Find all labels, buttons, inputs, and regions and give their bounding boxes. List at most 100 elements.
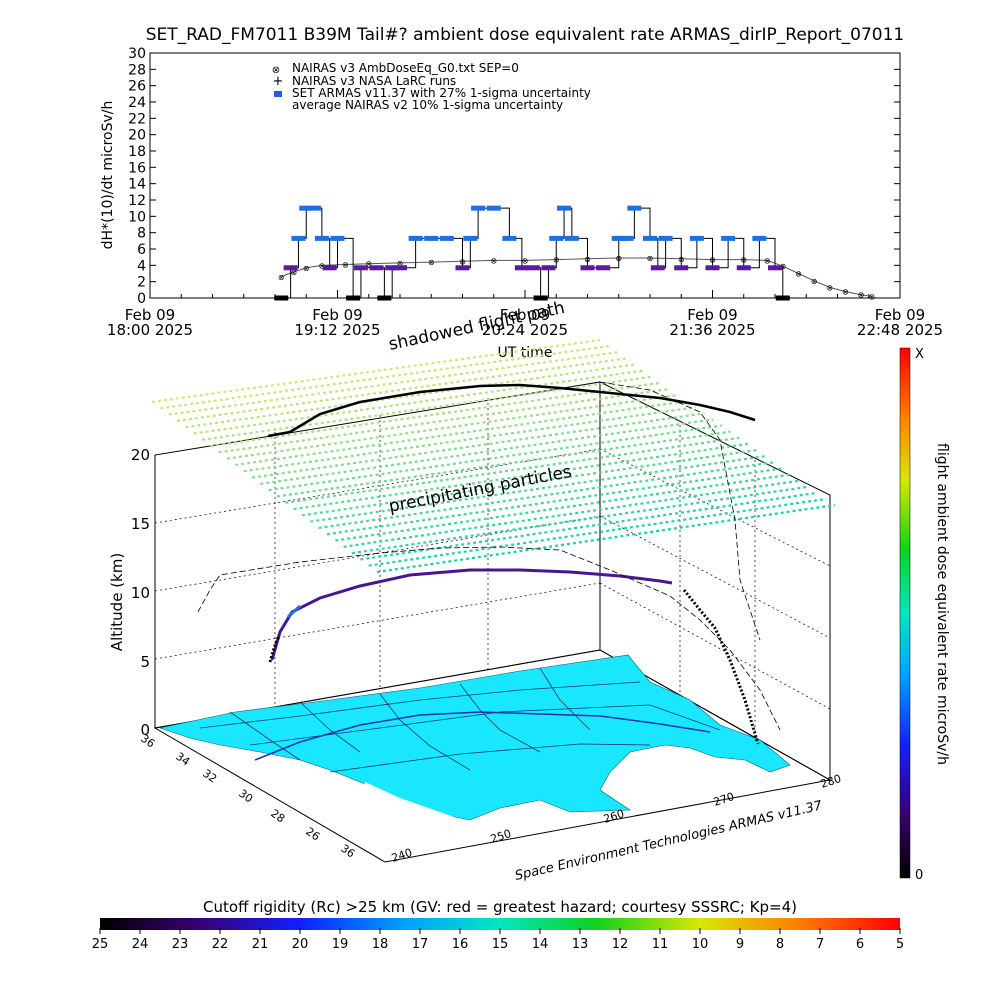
particle-band xyxy=(351,485,810,555)
hcb-tick-label: 10 xyxy=(692,937,709,952)
vertical-colorbar-bottom: 0 xyxy=(915,868,923,883)
armas-point xyxy=(514,265,529,271)
y-tick-label: 8 xyxy=(137,226,146,242)
armas-point xyxy=(541,265,556,271)
nairas-point: ⊗ xyxy=(278,273,285,282)
x-tick-date: Feb 09 xyxy=(500,306,550,324)
x-tick-time: 20:24 2025 xyxy=(482,321,568,339)
particle-band xyxy=(318,461,775,530)
particle-band xyxy=(226,393,679,460)
x-tick-time: 21:36 2025 xyxy=(669,321,755,339)
armas-point xyxy=(775,295,790,301)
vertical-colorbar: X 0 flight ambient dose equivalent rate … xyxy=(899,347,950,883)
armas-point xyxy=(283,265,298,271)
hcb-tick-label: 16 xyxy=(452,937,469,952)
nairas-point: ⊗ xyxy=(319,261,326,270)
particle-band xyxy=(218,387,670,454)
armas-point xyxy=(299,205,314,211)
y-tick-label: 12 xyxy=(128,193,146,209)
nairas-point: ⊗ xyxy=(584,255,591,264)
z-tick-label: 5 xyxy=(140,653,150,671)
particle-band xyxy=(301,448,757,517)
nairas-point: ⊗ xyxy=(615,254,622,263)
y-tick-label: 26 xyxy=(128,79,146,95)
legend-label-1: NAIRAS v3 NASA LaRC runs xyxy=(292,74,456,88)
hcb-tick-label: 11 xyxy=(652,937,669,952)
y-tick-label: 20 xyxy=(128,128,146,144)
particle-band xyxy=(268,424,723,492)
armas-point xyxy=(580,265,595,271)
hcb-tick-label: 20 xyxy=(292,937,309,952)
legend-label-0: NAIRAS v3 AmbDoseEq_G0.txt SEP=0 xyxy=(292,61,519,75)
x-tick-date: Feb 09 xyxy=(125,306,175,324)
armas-point xyxy=(274,295,289,301)
hcb-tick-label: 6 xyxy=(856,937,864,952)
vertical-colorbar-top: X xyxy=(915,347,924,362)
armas-point xyxy=(408,235,423,241)
particle-band xyxy=(376,503,836,574)
nairas-point: ⊗ xyxy=(397,259,404,268)
particle-band xyxy=(251,412,705,479)
particle-band xyxy=(343,479,801,548)
ground-frame xyxy=(153,649,832,863)
nairas-point: ⊗ xyxy=(303,264,310,273)
armas-point xyxy=(322,265,337,271)
armas-point xyxy=(736,265,751,271)
x-tick-date: Feb 09 xyxy=(875,306,925,324)
y-tick-label: 24 xyxy=(128,95,146,111)
armas-point xyxy=(314,235,329,241)
armas-point xyxy=(611,235,626,241)
legend-label-2: SET ARMAS v11.37 with 27% 1-sigma uncert… xyxy=(292,86,591,100)
armas-point xyxy=(385,265,400,271)
armas-point xyxy=(674,265,689,271)
lon-tick: 280 xyxy=(819,772,843,791)
armas-point xyxy=(689,235,704,241)
particle-band xyxy=(326,467,783,536)
nairas-point: ⊗ xyxy=(678,255,685,264)
lon-tick: 250 xyxy=(489,827,513,846)
horizontal-colorbar: Cutoff rigidity (Rc) >25 km (GV: red = g… xyxy=(92,898,904,952)
hcb-tick-label: 24 xyxy=(132,937,149,952)
particle-band xyxy=(293,442,749,511)
hcb-tick-label: 18 xyxy=(372,937,389,952)
nairas-point: ⊗ xyxy=(490,256,497,265)
nairas-point: ⊗ xyxy=(553,256,560,265)
armas-point xyxy=(549,235,564,241)
nairas-point: ⊗ xyxy=(709,256,716,265)
z-tick-label: 0 xyxy=(140,721,150,739)
particle-band xyxy=(285,436,740,504)
armas-point xyxy=(330,235,345,241)
y-tick-label: 4 xyxy=(137,258,146,274)
lat-tick: 28 xyxy=(268,807,287,826)
z-tick-label: 15 xyxy=(131,515,150,533)
armas-point xyxy=(768,265,782,271)
hcb-tick-label: 17 xyxy=(412,937,429,952)
flight-profile-blue-section xyxy=(286,604,302,619)
nairas-point: ⊗ xyxy=(428,258,435,267)
armas-point xyxy=(596,265,611,271)
armas-point xyxy=(463,235,478,241)
nairas-point: ⊗ xyxy=(842,287,849,296)
z-axis: 0 5 10 15 20 xyxy=(131,446,150,739)
y-axis-label: dH*(10)/dt microSv/h xyxy=(100,101,116,250)
particle-band xyxy=(168,351,618,416)
x-tick-time: 22:48 2025 xyxy=(857,321,943,339)
hcb-tick-label: 15 xyxy=(492,937,509,952)
legend-marker-blue-square xyxy=(274,91,282,97)
legend-marker-plus: + xyxy=(273,74,284,89)
particle-band xyxy=(260,418,714,485)
hcb-tick-label: 14 xyxy=(532,937,549,952)
x-tick-date: Feb 09 xyxy=(312,306,362,324)
nairas-point: ⊗ xyxy=(342,261,349,270)
y-tick-label: 28 xyxy=(128,62,146,78)
y-tick-label: 30 xyxy=(128,46,146,62)
particle-band xyxy=(243,406,696,473)
hcb-tick-label: 25 xyxy=(92,937,109,952)
armas-point xyxy=(650,265,665,271)
credit-text: Space Environment Technologies ARMAS v11… xyxy=(514,798,825,884)
hcb-tick-label: 21 xyxy=(252,937,269,952)
series-marks: ⊗ ⊗ ⊗ ⊗ ⊗ ⊗ ⊗ ⊗ ⊗ ⊗ ⊗ ⊗ ⊗ ⊗ ⊗ ⊗ ⊗ ⊗ ⊗ ⊗ ⊗ ⊗ ⊗ ⊗ ⊗ ⊗ xyxy=(274,205,875,301)
flight-ascent-dotted xyxy=(268,634,281,663)
